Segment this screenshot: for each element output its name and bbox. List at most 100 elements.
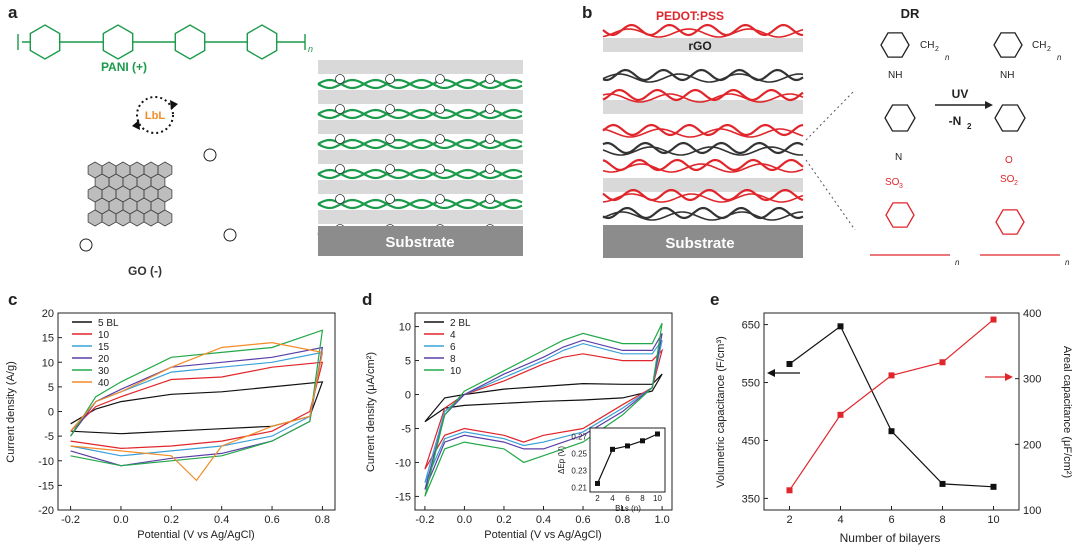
- pani-ring: [102, 24, 134, 60]
- dr-ring: [880, 32, 910, 58]
- inset-frame: [589, 427, 666, 493]
- x-tick-label: 1.0: [654, 514, 669, 526]
- go-ring: [101, 209, 117, 227]
- charge-icon: [485, 194, 495, 204]
- uv-label: UV: [952, 87, 969, 101]
- y-tick-label: 650: [742, 320, 760, 332]
- inset-point: [595, 480, 600, 486]
- n2-label: -N: [949, 114, 962, 128]
- ch2-label-product: CH: [1032, 40, 1046, 51]
- polymer-chain: [602, 211, 803, 221]
- chart-c-ylabel: Current density (A/g): [5, 361, 17, 462]
- inset-x-tick-label: 4: [610, 494, 615, 503]
- n2-subscript: 2: [967, 122, 972, 131]
- polymer-chain: [602, 146, 804, 156]
- panel-b-letter: b: [582, 3, 592, 22]
- inset-x-tick-label: 10: [653, 494, 662, 503]
- x-tick-label: 0.2: [496, 514, 511, 526]
- pedot-label: PEDOT:PSS: [656, 9, 724, 23]
- y-tick-label: 5: [405, 356, 411, 368]
- rgo-label: rGO: [688, 39, 711, 53]
- cv-curve-5-BL: [70, 381, 324, 435]
- x-tick-label: 0.2: [164, 514, 179, 526]
- chart-e-ylabel: Volumetric capacitance (F/cm³): [715, 336, 727, 488]
- charge-icon: [335, 134, 345, 144]
- polymer-chain: [602, 93, 804, 103]
- chart-c-xlabel: Potential (V vs Ag/AgCl): [137, 529, 254, 541]
- polymer-chain: [602, 158, 804, 172]
- rgo-sheet: [603, 100, 803, 114]
- polymer-chain: [602, 88, 804, 102]
- y-tick-label: -10: [395, 457, 411, 469]
- y-tick-label: 400: [1023, 308, 1041, 320]
- right-arrowhead-icon: [1005, 373, 1013, 381]
- go-sheet: [318, 90, 523, 104]
- so3-subscript: 3: [899, 183, 903, 190]
- go-ring: [87, 209, 103, 227]
- inset-point: [655, 431, 660, 437]
- charge-icon: [335, 104, 345, 114]
- capacitance-point-right: [837, 411, 844, 418]
- go-ring: [129, 209, 145, 227]
- polymer-chain: [602, 28, 804, 38]
- go-negative-charge-icon: [223, 228, 237, 242]
- panel-d-letter: d: [362, 290, 372, 309]
- y-tick-label: 10: [42, 357, 54, 369]
- inset-xlabel: BLs (n): [615, 504, 641, 513]
- diazo-label: N: [895, 152, 902, 163]
- x-tick-label: -0.2: [61, 514, 80, 526]
- y-tick-label: -10: [38, 456, 54, 468]
- dr-label: DR: [901, 6, 920, 21]
- substrate-b-label: Substrate: [665, 235, 734, 252]
- lbl-arrowhead-icon: [132, 120, 140, 130]
- charge-icon: [385, 164, 395, 174]
- pani-label: PANI (+): [101, 60, 147, 74]
- y-tick-label: 20: [42, 308, 54, 320]
- zoom-line: [805, 89, 856, 141]
- polymer-chain: [602, 141, 804, 155]
- cv-curve-4: [424, 348, 664, 470]
- pani-chain: [317, 168, 523, 180]
- substrate-a: [318, 226, 523, 256]
- legend-label: 5 BL: [98, 318, 119, 329]
- go-negative-charge-icon: [79, 238, 93, 252]
- panel-e-letter: e: [710, 290, 719, 309]
- zoom-line: [805, 159, 856, 231]
- capacitance-point-left: [939, 480, 946, 487]
- lbl-stack-b: [602, 23, 804, 258]
- charge-icon: [335, 74, 345, 84]
- pani-ring: [29, 24, 61, 60]
- go-ring: [157, 209, 173, 227]
- go-sheet: [318, 120, 523, 134]
- y-tick-label: 5: [48, 382, 54, 394]
- cv-curve-2-BL: [424, 373, 663, 423]
- rgo-sheet: [603, 178, 803, 192]
- dr-ring: [994, 104, 1026, 132]
- charge-icon: [435, 194, 445, 204]
- ch2-label: CH: [920, 40, 934, 51]
- pani-ring: [174, 24, 206, 60]
- capacitance-point-right: [786, 487, 793, 494]
- inset-x-tick-label: 6: [625, 494, 630, 503]
- cv-curve-8: [424, 333, 663, 490]
- y-tick-label: 450: [742, 435, 760, 447]
- lbl-label: LbL: [145, 110, 165, 122]
- inset-y-tick-label: 0.25: [571, 450, 587, 459]
- chart-d-xlabel: Potential (V vs Ag/AgCl): [484, 529, 601, 541]
- go-sheet: [318, 180, 523, 194]
- x-tick-label: 10: [987, 514, 999, 526]
- y-tick-label: 15: [42, 333, 54, 345]
- polymer-chain: [602, 73, 804, 83]
- inset-ylabel: ΔEp (V): [557, 446, 566, 474]
- chart-d-ylabel: Current density (μA/cm²): [365, 352, 377, 472]
- charge-icon: [435, 164, 445, 174]
- legend-label: 4: [450, 330, 456, 341]
- polymer-chain: [602, 193, 804, 203]
- go-negative-charge-icon: [203, 148, 217, 162]
- charge-icon: [385, 104, 395, 114]
- n-subscript: n: [945, 53, 950, 62]
- chart-e: 2 4 6 8 10 350 450 550 650 100 200 300 400: [742, 308, 1042, 526]
- x-tick-label: 0.6: [264, 514, 279, 526]
- inset-y-tick-label: 0.23: [571, 467, 587, 476]
